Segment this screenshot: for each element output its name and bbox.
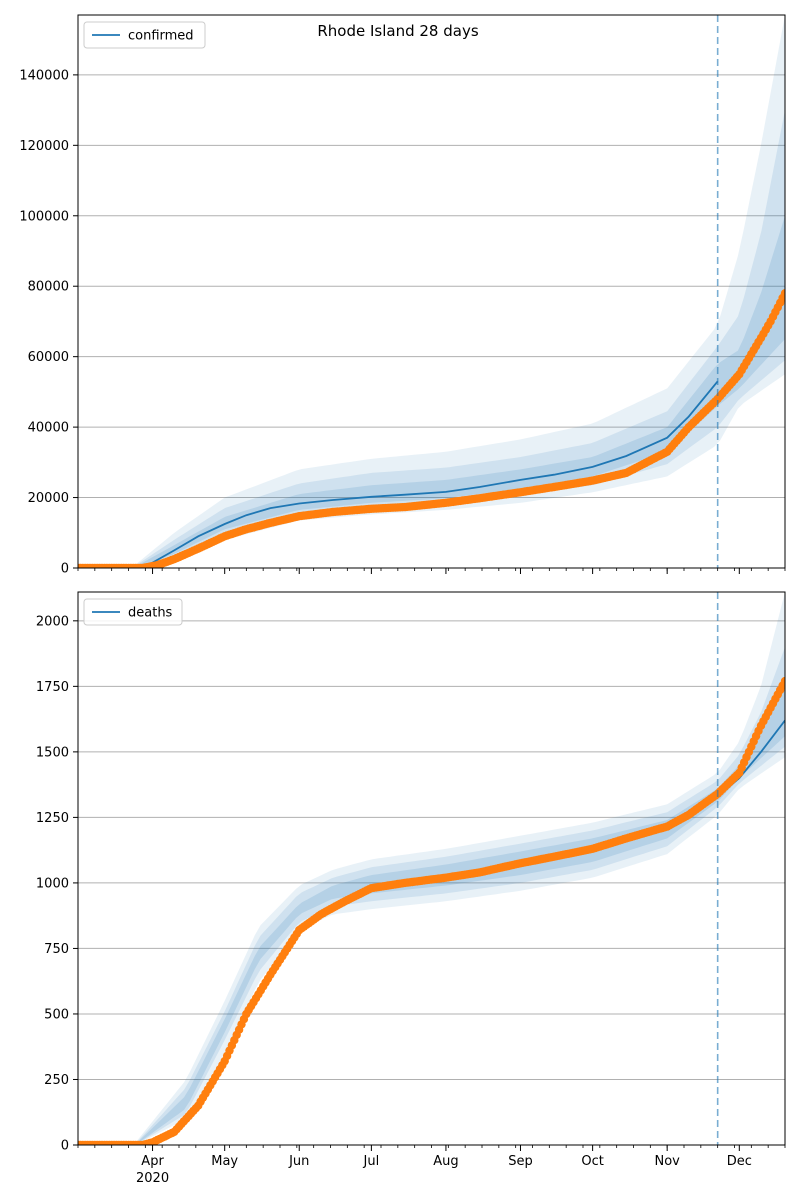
y-tick-label: 20000 <box>28 491 69 506</box>
y-tick-label: 500 <box>44 1007 69 1022</box>
observed-point <box>780 289 785 298</box>
band-outer <box>78 15 785 568</box>
x-tick-label: May <box>211 1154 238 1169</box>
plot-area <box>78 15 785 568</box>
x-tick-label: Jun <box>288 1154 309 1169</box>
observed-series <box>78 289 785 568</box>
observed-series <box>78 676 785 1145</box>
y-tick-label: 1000 <box>36 876 69 891</box>
legend-label: confirmed <box>128 29 194 44</box>
y-tick-label: 120000 <box>19 139 69 154</box>
legend-label: deaths <box>128 606 173 621</box>
y-tick-label: 1750 <box>36 680 69 695</box>
x-tick-label: Jul <box>363 1154 380 1169</box>
x-tick-label: Sep <box>508 1154 533 1169</box>
figure-title: Rhode Island 28 days <box>317 22 478 40</box>
y-tick-label: 80000 <box>28 280 69 295</box>
y-tick-label: 250 <box>44 1073 69 1088</box>
y-tick-label: 0 <box>61 1139 69 1154</box>
x-tick-label: Oct <box>581 1154 603 1169</box>
y-tick-label: 100000 <box>19 209 69 224</box>
x-tick-label: Aug <box>433 1154 458 1169</box>
y-tick-label: 1500 <box>36 745 69 760</box>
plot-area <box>78 592 785 1145</box>
y-tick-label: 1250 <box>36 811 69 826</box>
band-middle <box>78 110 785 568</box>
x-tick-year-label: 2020 <box>136 1171 169 1186</box>
legend-box <box>83 21 206 49</box>
y-tick-label: 0 <box>61 562 69 577</box>
x-tick-label: Dec <box>727 1154 752 1169</box>
confirmed-panel: 0 20000 40000 60000 80000 100000 120000 140000 c… <box>19 14 786 577</box>
y-tick-label: 750 <box>44 942 69 957</box>
y-tick-label: 140000 <box>19 68 69 83</box>
deaths-panel: 0 250 500 750 1000 1250 1500 1750 2000 Apr 2020 May… <box>36 591 786 1186</box>
x-tick-label: Apr <box>141 1154 164 1169</box>
legend: deaths <box>83 598 183 626</box>
y-tick-label: 60000 <box>28 350 69 365</box>
legend: confirmed <box>83 21 206 49</box>
y-tick-label: 40000 <box>28 421 69 436</box>
band-outer <box>78 592 785 1145</box>
y-tick-label: 2000 <box>36 614 69 629</box>
x-tick-label: Nov <box>654 1154 680 1169</box>
legend-box <box>83 598 183 626</box>
band-inner <box>78 215 785 568</box>
observed-point <box>780 676 785 686</box>
